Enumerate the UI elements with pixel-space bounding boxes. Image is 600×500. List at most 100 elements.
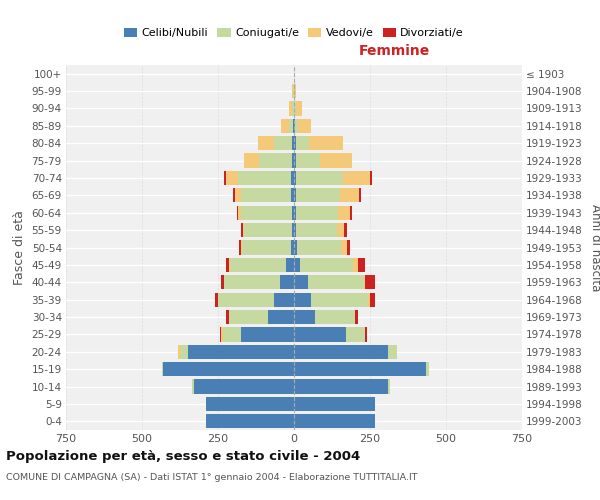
Bar — [368, 292, 370, 307]
Bar — [311, 292, 368, 307]
Bar — [280, 275, 294, 289]
Bar — [239, 240, 241, 254]
Bar — [244, 223, 292, 237]
Bar — [224, 275, 280, 289]
Bar — [337, 223, 344, 237]
Bar — [238, 206, 241, 220]
Bar — [388, 380, 390, 394]
Bar — [259, 154, 292, 168]
Bar — [296, 206, 338, 220]
Bar — [241, 328, 294, 342]
Bar — [294, 136, 296, 150]
Bar — [294, 310, 315, 324]
Bar — [294, 380, 388, 394]
Bar — [355, 310, 358, 324]
Bar — [180, 344, 188, 359]
Bar — [294, 188, 296, 202]
Bar — [292, 84, 293, 98]
Bar — [294, 118, 295, 133]
Bar — [163, 362, 294, 376]
Bar — [294, 240, 297, 254]
Bar — [291, 171, 294, 185]
Bar — [365, 328, 367, 342]
Bar — [294, 171, 296, 185]
Bar — [292, 223, 294, 237]
Bar — [233, 188, 235, 202]
Legend: Celibi/Nubili, Coniugati/e, Vedovi/e, Divorziati/e: Celibi/Nubili, Coniugati/e, Vedovi/e, Di… — [119, 23, 469, 43]
Bar — [238, 171, 291, 185]
Bar — [291, 188, 294, 202]
Text: Popolazione per età, sesso e stato civile - 2004: Popolazione per età, sesso e stato civil… — [6, 450, 360, 463]
Bar — [296, 223, 337, 237]
Bar — [315, 310, 355, 324]
Bar — [353, 258, 358, 272]
Bar — [297, 240, 341, 254]
Bar — [295, 84, 296, 98]
Bar — [206, 414, 294, 428]
Bar — [215, 292, 218, 307]
Bar — [294, 275, 308, 289]
Bar — [226, 258, 229, 272]
Bar — [194, 380, 294, 394]
Bar — [320, 154, 352, 168]
Bar — [289, 118, 293, 133]
Bar — [370, 292, 374, 307]
Bar — [294, 292, 311, 307]
Bar — [237, 206, 238, 220]
Bar — [350, 206, 352, 220]
Bar — [298, 118, 311, 133]
Bar — [223, 328, 241, 342]
Bar — [294, 154, 296, 168]
Bar — [294, 223, 296, 237]
Bar — [358, 258, 365, 272]
Bar — [294, 414, 374, 428]
Bar — [370, 171, 371, 185]
Bar — [289, 102, 292, 116]
Bar — [300, 258, 353, 272]
Bar — [281, 118, 289, 133]
Bar — [192, 380, 194, 394]
Bar — [229, 258, 230, 272]
Bar — [347, 240, 350, 254]
Bar — [294, 258, 300, 272]
Bar — [241, 206, 292, 220]
Bar — [292, 102, 294, 116]
Bar — [241, 223, 243, 237]
Bar — [296, 136, 309, 150]
Bar — [226, 310, 229, 324]
Bar — [340, 188, 359, 202]
Bar — [296, 188, 340, 202]
Bar — [224, 171, 226, 185]
Y-axis label: Fasce di età: Fasce di età — [13, 210, 26, 285]
Bar — [296, 171, 343, 185]
Bar — [241, 188, 291, 202]
Bar — [294, 84, 295, 98]
Bar — [359, 188, 361, 202]
Bar — [178, 344, 180, 359]
Bar — [244, 154, 259, 168]
Bar — [293, 84, 294, 98]
Bar — [235, 188, 241, 202]
Y-axis label: Anni di nascita: Anni di nascita — [589, 204, 600, 291]
Bar — [294, 328, 346, 342]
Bar — [388, 344, 397, 359]
Bar — [268, 310, 294, 324]
Bar — [221, 275, 224, 289]
Bar — [188, 344, 294, 359]
Bar — [294, 362, 426, 376]
Bar — [229, 310, 268, 324]
Bar — [257, 136, 274, 150]
Bar — [162, 362, 163, 376]
Bar — [220, 328, 221, 342]
Bar — [274, 292, 294, 307]
Bar — [241, 240, 242, 254]
Text: COMUNE DI CAMPAGNA (SA) - Dati ISTAT 1° gennaio 2004 - Elaborazione TUTTITALIA.I: COMUNE DI CAMPAGNA (SA) - Dati ISTAT 1° … — [6, 472, 418, 482]
Bar — [364, 275, 365, 289]
Bar — [338, 206, 350, 220]
Bar — [365, 275, 374, 289]
Bar — [341, 240, 347, 254]
Text: Femmine: Femmine — [359, 44, 430, 58]
Bar — [242, 240, 291, 254]
Bar — [274, 136, 292, 150]
Bar — [346, 328, 365, 342]
